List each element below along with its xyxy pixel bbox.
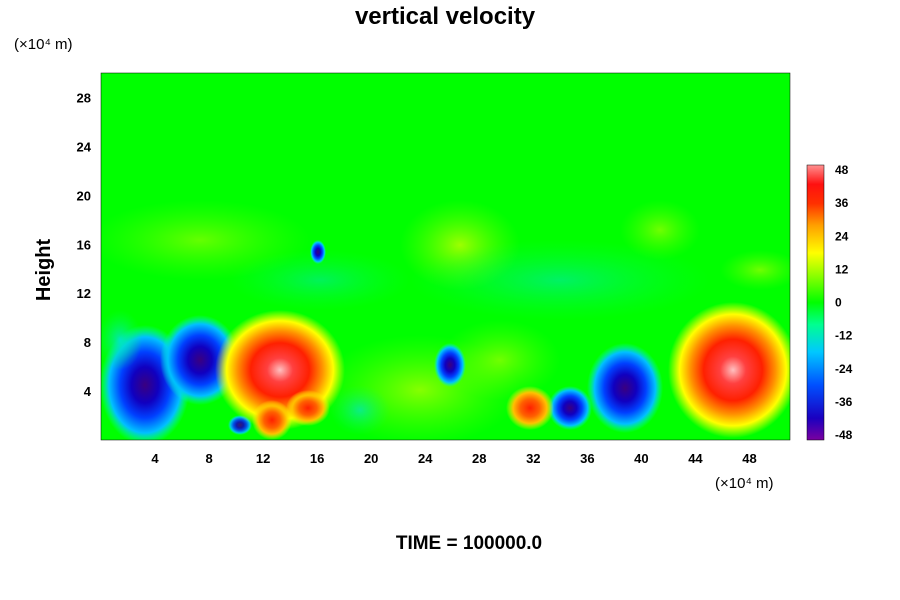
x-tick-label: 32	[526, 451, 540, 466]
y-tick-label: 8	[84, 335, 91, 350]
y-tick-label: 4	[84, 384, 92, 399]
colorbar	[806, 164, 825, 441]
x-tick-label: 24	[418, 451, 433, 466]
y-tick-label: 16	[77, 237, 91, 252]
colorbar-ticks: 48 36 24 12 0 -12 -24 -36 -48	[835, 163, 853, 442]
colorbar-tick-label: 36	[835, 196, 849, 210]
chart-title: vertical velocity	[355, 3, 536, 30]
x-tick-label: 8	[205, 451, 212, 466]
x-tick-label: 28	[472, 451, 486, 466]
colorbar-tick-label: 12	[835, 262, 849, 276]
colorbar-tick-label: -24	[835, 362, 853, 376]
y-axis-ticks: 4 8 12 16 20 24 28	[77, 90, 92, 399]
x-tick-label: 4	[151, 451, 159, 466]
y-tick-label: 28	[77, 90, 91, 105]
x-tick-label: 12	[256, 451, 270, 466]
colorbar-tick-label: -12	[835, 329, 853, 343]
colorbar-tick-label: -48	[835, 428, 853, 442]
x-unit-label: (×10⁴ m)	[715, 475, 774, 492]
x-tick-label: 48	[742, 451, 756, 466]
y-tick-label: 24	[77, 139, 92, 154]
colorbar-tick-label: 0	[835, 296, 842, 310]
y-tick-label: 20	[77, 188, 91, 203]
y-tick-label: 12	[77, 286, 91, 301]
x-tick-label: 36	[580, 451, 594, 466]
time-label: TIME = 100000.0	[396, 533, 542, 554]
colorbar-tick-label: 48	[835, 163, 849, 177]
x-tick-label: 16	[310, 451, 324, 466]
y-unit-label: (×10⁴ m)	[14, 36, 73, 53]
contour-field	[101, 73, 790, 440]
x-tick-label: 44	[688, 451, 703, 466]
colorbar-tick-label: 24	[835, 229, 849, 243]
x-tick-label: 40	[634, 451, 648, 466]
colorbar-tick-label: -36	[835, 395, 853, 409]
plot-frame	[100, 72, 791, 441]
x-tick-label: 20	[364, 451, 378, 466]
y-axis-label: Height	[33, 239, 55, 302]
x-axis-ticks: 4 8 12 16 20 24 28 32 36 40 44 48	[151, 451, 756, 466]
